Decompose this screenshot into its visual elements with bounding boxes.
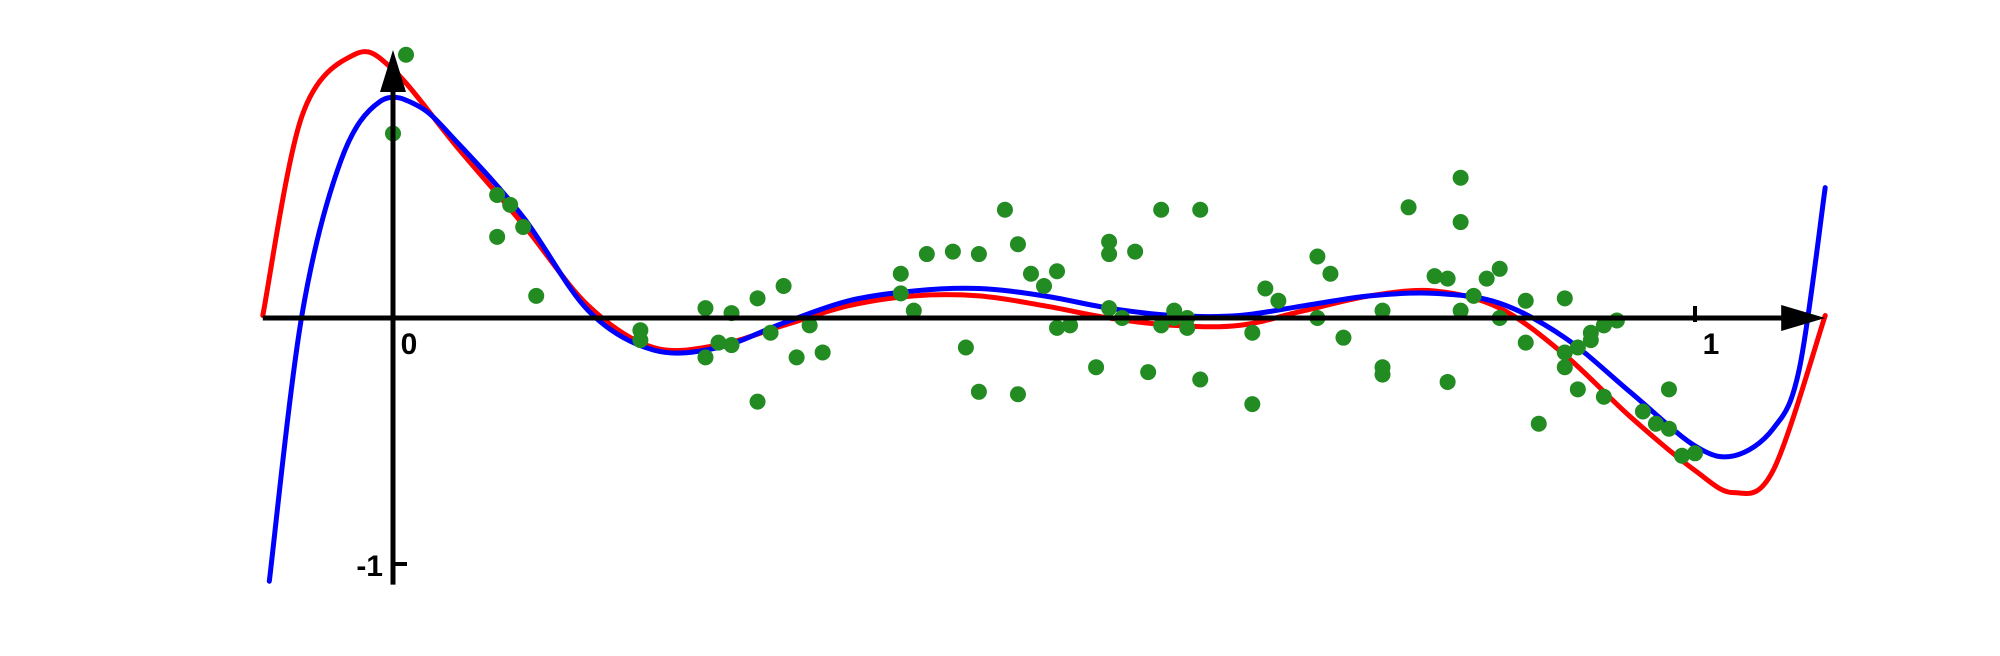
data-point [1374,302,1391,319]
data-point [1660,420,1677,437]
data-point [1452,302,1469,319]
data-point [1049,263,1066,280]
data-point [1009,386,1026,403]
data-point [697,349,714,366]
data-point [1153,201,1170,218]
data-point [1660,381,1677,398]
data-point [970,383,987,400]
data-point [996,201,1013,218]
data-point [1517,292,1534,309]
data-point [1335,329,1352,346]
data-point [398,46,415,63]
data-point [1569,381,1586,398]
data-point [1491,260,1508,277]
y-axis-arrowhead [380,50,406,92]
data-point [1192,201,1209,218]
data-point [749,393,766,410]
data-point [1309,248,1326,265]
data-point [1244,324,1261,341]
data-point [1465,287,1482,304]
data-point [489,187,506,203]
data-point [905,302,922,319]
data-point [1192,371,1209,388]
data-point [1673,447,1690,464]
data-point [1556,359,1573,376]
data-point [892,285,909,302]
data-point [1452,214,1469,231]
data-point [1049,319,1066,336]
data-point [1101,300,1118,317]
data-point [1244,396,1261,413]
data-point [632,332,649,349]
data-point [1647,415,1664,432]
data-point [1556,290,1573,307]
data-point [1153,317,1170,334]
data-point [710,334,727,351]
data-point [1595,317,1612,334]
data-point [1374,366,1391,383]
data-point [1530,415,1547,432]
x-tick-label: 0 [401,328,418,361]
data-point [1322,265,1339,282]
data-point [918,246,935,263]
data-point [1439,270,1456,287]
points-layer [385,46,1703,464]
red-fit-curve [260,49,1828,496]
data-point [1556,344,1573,361]
data-point [1270,292,1287,309]
curves-layer [260,49,1828,584]
data-point [1062,317,1079,334]
data-point [1140,364,1157,381]
axes [262,50,1826,585]
data-point [502,196,519,213]
data-point [749,290,766,307]
data-point [1478,270,1495,287]
x-tick-label: 1 [1703,328,1720,361]
data-point [788,349,805,366]
data-point [1257,280,1274,297]
data-point [944,243,961,260]
data-point [1426,268,1443,285]
data-point [528,287,545,304]
data-point [775,278,792,295]
data-point [970,246,987,263]
x-axis-arrowhead [1781,305,1826,331]
data-point [1439,373,1456,390]
data-point [801,317,818,334]
data-point [489,228,506,245]
data-point [1101,233,1118,250]
data-point [814,344,831,361]
data-point [1036,278,1052,295]
data-point [1569,339,1586,356]
data-point [957,339,974,356]
data-point [1088,359,1105,376]
data-point [1166,302,1183,319]
data-point [1127,243,1144,260]
ticks-layer: 0 1 -1 [356,306,1719,583]
data-point [515,218,532,235]
data-point [1452,169,1469,186]
data-point [697,300,714,317]
data-point [1582,324,1599,341]
data-point [723,337,740,354]
data-point [762,324,779,341]
data-point [1687,445,1703,462]
data-point [1517,334,1534,351]
y-tick-label: -1 [356,550,383,583]
data-point [1400,199,1417,216]
data-point [1101,246,1118,263]
data-point [1595,388,1612,405]
data-point [892,265,909,282]
data-point [1009,236,1026,253]
data-point [1634,403,1651,420]
blue-fit-curve [266,94,1828,584]
data-point [1022,265,1039,282]
